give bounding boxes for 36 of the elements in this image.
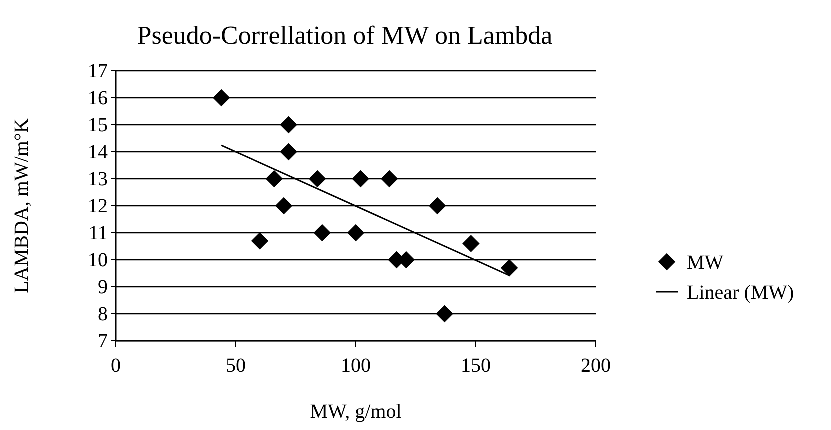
y-tick-label: 12 <box>88 195 108 218</box>
x-tick-label: 0 <box>111 355 121 377</box>
x-axis-title: MW, g/mol <box>310 401 402 423</box>
point <box>347 224 365 242</box>
point <box>275 197 293 215</box>
point <box>428 197 446 215</box>
chart-title: Pseudo-Correllation of MW on Lambda <box>137 21 554 50</box>
point <box>380 170 398 188</box>
y-tick-label: 16 <box>88 87 108 110</box>
x-tick-label: 150 <box>461 355 491 377</box>
y-tick-label: 17 <box>88 60 108 82</box>
legend-label: MW <box>687 252 724 274</box>
y-tick-label: 13 <box>88 168 108 190</box>
point <box>500 259 518 277</box>
x-tick-label: 50 <box>226 355 246 377</box>
point <box>308 170 326 188</box>
y-tick-label: 9 <box>98 276 108 298</box>
point <box>280 116 298 134</box>
y-tick-label: 14 <box>88 141 108 164</box>
y-tick-label: 8 <box>98 303 108 326</box>
y-tick-label: 15 <box>88 114 108 136</box>
y-tick-label: 7 <box>98 330 108 352</box>
x-tick-label: 100 <box>341 355 371 377</box>
point <box>266 170 284 188</box>
x-tick-label: 200 <box>581 355 611 377</box>
legend-label: Linear (MW) <box>687 282 794 304</box>
point <box>436 305 454 323</box>
point <box>314 224 332 242</box>
point <box>352 170 370 188</box>
point <box>251 232 269 250</box>
y-tick-label: 11 <box>88 222 108 244</box>
point <box>462 235 480 252</box>
y-tick-label: 10 <box>88 249 108 272</box>
y-axis-title: LAMBDA, mW/m°K <box>11 118 33 294</box>
point <box>280 143 298 161</box>
point <box>212 89 230 107</box>
